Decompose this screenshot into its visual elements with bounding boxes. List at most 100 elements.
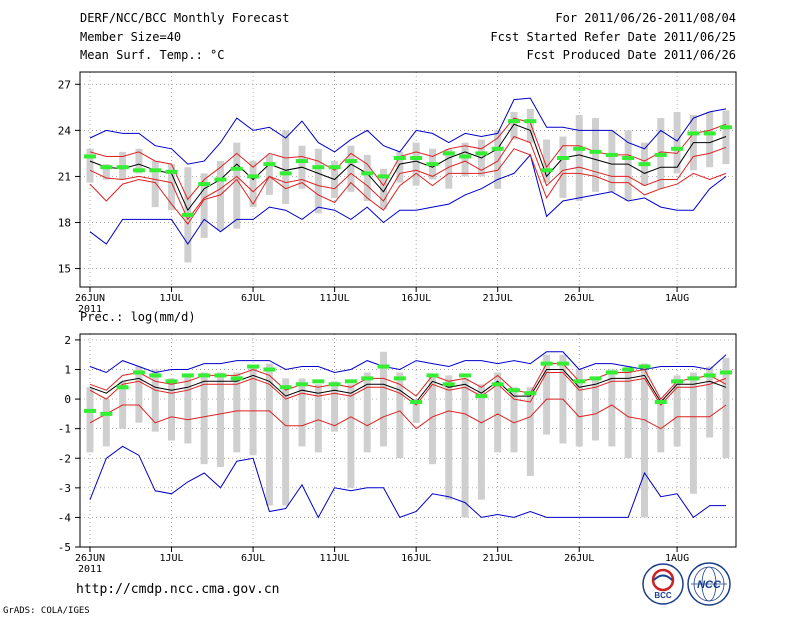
obs-bar (428, 375, 436, 465)
obs-bar (396, 372, 404, 459)
marker-dash (426, 373, 439, 378)
marker-dash (720, 370, 732, 375)
marker-dash (247, 174, 260, 179)
x-tick-label: 26JUN (75, 553, 105, 564)
obs-bar (640, 363, 648, 518)
obs-bar (233, 142, 241, 229)
obs-bar (673, 111, 681, 174)
marker-dash (573, 379, 586, 384)
x-year-label: 2011 (78, 304, 102, 315)
obs-bar (445, 375, 453, 500)
obs-bar (265, 154, 273, 195)
x-tick-label: 1JUL (159, 553, 183, 564)
marker-dash (540, 361, 553, 366)
series-line-min (89, 398, 727, 430)
marker-dash (459, 154, 472, 159)
obs-bar (184, 375, 192, 444)
obs-bar (314, 148, 322, 214)
obs-bar (689, 372, 697, 494)
series-line-min_extreme (89, 445, 726, 519)
source-url[interactable]: http://cmdp.ncc.cma.gov.cn (76, 582, 280, 597)
y-tick-label: 24 (58, 124, 72, 137)
marker-dash (703, 131, 716, 136)
series-line-upper (89, 363, 727, 400)
obs-bar (86, 148, 94, 183)
marker-dash (116, 165, 129, 170)
x-tick-label: 21JUL (483, 293, 513, 304)
member-size-label: Member Size=40 (80, 30, 182, 44)
obs-bar (200, 372, 208, 465)
fcst-produced-label: Fcst Produced Date 2011/06/26 (526, 48, 736, 62)
obs-bar (706, 111, 714, 168)
series-line-lower (89, 135, 727, 221)
marker-dash (459, 373, 472, 378)
obs-bar (86, 387, 94, 453)
obs-bar (135, 148, 143, 174)
marker-dash (296, 159, 308, 164)
x-tick-label: 6JUL (241, 553, 265, 564)
obs-bar (657, 399, 665, 453)
bcc-logo-text: BCC (654, 591, 672, 600)
obs-bar (412, 142, 420, 186)
marker-dash (442, 382, 455, 387)
marker-dash (149, 168, 162, 173)
marker-dash (671, 146, 684, 151)
obs-bar (412, 399, 420, 423)
panel-1: -5 -4 -3 -2 -1 0 1 2 26JUN 1JUL 6JUL 11JUL 16JUL 21JU… (58, 333, 737, 575)
marker-dash (263, 162, 276, 167)
y-tick-label: -2 (58, 452, 71, 465)
marker-dash (279, 385, 292, 390)
y-tick-label: 15 (58, 263, 71, 276)
marker-dash (181, 373, 194, 378)
obs-bar (347, 145, 355, 192)
obs-bar (314, 384, 322, 453)
series-line-max (89, 351, 727, 374)
y-tick-label: -3 (58, 482, 71, 495)
x-tick-label: 16JUL (401, 553, 431, 564)
marker-dash (377, 174, 390, 179)
marker-dash (214, 373, 227, 378)
obs-bar (624, 366, 632, 459)
marker-dash (116, 385, 129, 390)
marker-dash (638, 162, 651, 167)
marker-dash (377, 364, 390, 369)
y-tick-label: -5 (58, 541, 71, 554)
marker-dash (344, 379, 357, 384)
marker-dash (556, 361, 569, 366)
obs-bar (526, 387, 534, 476)
obs-bar (494, 372, 502, 453)
series-line-mean (89, 123, 727, 212)
y-tick-label: 2 (64, 334, 71, 347)
marker-dash (410, 156, 423, 160)
marker-dash (410, 400, 423, 405)
y-tick-label: -4 (58, 511, 72, 524)
ncc-logo: NCC (687, 562, 731, 606)
marker-dash (132, 168, 145, 173)
obs-bar (559, 136, 567, 198)
marker-dash (247, 364, 260, 369)
marker-dash (508, 119, 520, 124)
obs-bar (249, 161, 257, 208)
chart-title: DERF/NCC/BCC Monthly Forecast (80, 11, 290, 25)
obs-bar (380, 168, 388, 209)
marker-dash (214, 177, 227, 182)
marker-dash (149, 373, 162, 378)
x-tick-label: 26JUL (564, 553, 594, 564)
marker-dash (84, 408, 96, 413)
marker-dash (605, 370, 618, 375)
series-line-min (89, 148, 727, 225)
obs-bar (151, 161, 159, 208)
obs-bar (396, 151, 404, 183)
obs-bar (575, 115, 583, 201)
y-tick-label: 27 (58, 78, 71, 91)
series-line-min_extreme (89, 153, 727, 245)
marker-dash (703, 373, 716, 378)
marker-dash (296, 382, 308, 387)
marker-dash (475, 151, 488, 156)
marker-dash (671, 379, 684, 384)
obs-bar (102, 399, 110, 447)
marker-dash (328, 165, 341, 170)
obs-bar (282, 378, 290, 506)
marker-dash (720, 125, 732, 130)
